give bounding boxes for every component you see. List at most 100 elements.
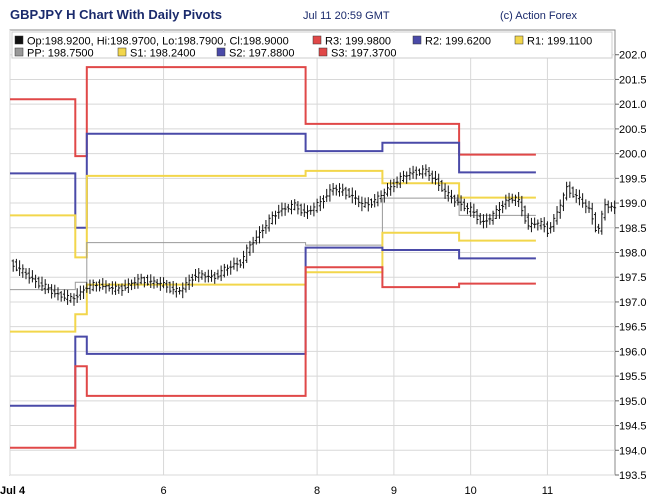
y-tick-label: 194.5 bbox=[619, 421, 647, 433]
ohlc-bar bbox=[98, 279, 102, 292]
ohlc-bar bbox=[43, 279, 47, 295]
y-tick-label: 201.5 bbox=[619, 74, 647, 86]
ohlc-bar bbox=[411, 165, 415, 179]
ohlc-bar bbox=[437, 173, 441, 191]
ohlc-bar bbox=[561, 192, 565, 212]
ohlc-bar bbox=[283, 202, 287, 216]
y-tick-label: 201.0 bbox=[619, 99, 647, 111]
price-bars bbox=[11, 164, 617, 306]
ohlc-bar bbox=[584, 199, 588, 214]
ohlc-bar bbox=[277, 204, 281, 219]
ohlc-bar bbox=[130, 279, 134, 291]
ohlc-bar bbox=[322, 195, 326, 209]
ohlc-bar bbox=[568, 181, 572, 198]
y-tick-label: 195.5 bbox=[619, 371, 647, 383]
ohlc-bar bbox=[162, 277, 166, 289]
ohlc-bar bbox=[11, 259, 15, 272]
ohlc-bar bbox=[75, 288, 79, 303]
ohlc-bar bbox=[251, 236, 255, 253]
ohlc-bar bbox=[478, 213, 482, 225]
ohlc-bar bbox=[139, 273, 143, 285]
ohlc-bar bbox=[270, 211, 274, 225]
legend-item: Op:198.9200, Hi:198.9700, Lo:198.7900, C… bbox=[14, 36, 289, 48]
ohlc-bar bbox=[341, 183, 345, 196]
ohlc-bar bbox=[37, 276, 41, 289]
ohlc-bar bbox=[373, 194, 377, 208]
ohlc-bar bbox=[72, 293, 76, 306]
ohlc-bar bbox=[302, 203, 306, 217]
ohlc-bar bbox=[465, 202, 469, 215]
ohlc-bar bbox=[344, 186, 348, 200]
ohlc-bar bbox=[593, 212, 597, 233]
ohlc-bar bbox=[360, 196, 364, 212]
ohlc-bar bbox=[101, 278, 105, 290]
legend-swatch bbox=[412, 35, 422, 45]
x-tick-label: 11 bbox=[542, 485, 553, 497]
ohlc-bar bbox=[290, 200, 294, 215]
legend: Op:198.9200, Hi:198.9700, Lo:198.7900, C… bbox=[11, 31, 613, 60]
ohlc-bar bbox=[235, 257, 239, 272]
ohlc-bar bbox=[408, 167, 412, 181]
legend-label: R2: 199.6200 bbox=[425, 36, 491, 48]
ohlc-bar bbox=[542, 217, 546, 233]
ohlc-bar bbox=[194, 268, 198, 281]
ohlc-bar bbox=[88, 279, 92, 294]
ohlc-bar bbox=[50, 284, 54, 299]
ohlc-bar bbox=[517, 192, 521, 208]
y-tick-label: 198.5 bbox=[619, 223, 647, 235]
legend-label: S3: 197.3700 bbox=[331, 48, 396, 60]
ohlc-bar bbox=[369, 198, 373, 208]
ohlc-bar bbox=[609, 202, 613, 212]
ohlc-bar bbox=[395, 176, 399, 189]
legend-label: R3: 199.9800 bbox=[325, 36, 391, 48]
ohlc-bar bbox=[536, 219, 540, 231]
ohlc-bar bbox=[603, 198, 607, 221]
ohlc-bar bbox=[213, 271, 217, 284]
ohlc-bar bbox=[331, 183, 335, 196]
legend-item: S1: 198.2400 bbox=[117, 48, 195, 60]
ohlc-bar bbox=[203, 271, 207, 283]
ohlc-bar bbox=[529, 217, 533, 233]
y-tick-label: 199.5 bbox=[619, 173, 647, 185]
ohlc-bar bbox=[254, 230, 258, 245]
ohlc-bar bbox=[238, 259, 242, 268]
ohlc-bar bbox=[581, 193, 585, 208]
ohlc-bar bbox=[296, 201, 300, 215]
y-tick-label: 193.5 bbox=[619, 470, 647, 482]
ohlc-bar bbox=[168, 281, 172, 294]
pivot-lines bbox=[10, 66, 536, 449]
legend-label: Op:198.9200, Hi:198.9700, Lo:198.7900, C… bbox=[27, 36, 289, 48]
ohlc-bar bbox=[385, 183, 389, 197]
ohlc-bar bbox=[446, 185, 450, 202]
legend-item: S3: 197.3700 bbox=[318, 48, 396, 60]
ohlc-bar bbox=[18, 260, 22, 276]
ohlc-bar bbox=[552, 213, 556, 232]
chart-title: GBPJPY H Chart With Daily Pivots bbox=[10, 7, 222, 22]
ohlc-bar bbox=[318, 195, 322, 212]
ohlc-bar bbox=[216, 269, 220, 280]
ohlc-bar bbox=[481, 214, 485, 229]
ohlc-bar bbox=[421, 165, 425, 179]
ohlc-bar bbox=[526, 213, 530, 230]
x-tick-label: Jul 4 bbox=[0, 485, 26, 497]
ohlc-bar bbox=[91, 279, 95, 292]
ohlc-bar bbox=[414, 166, 418, 180]
ohlc-bar bbox=[62, 289, 66, 302]
ohlc-bar bbox=[533, 217, 537, 229]
ohlc-bar bbox=[507, 192, 511, 207]
ohlc-bar bbox=[453, 194, 457, 207]
ohlc-bar bbox=[469, 202, 473, 217]
pivot-line-s3 bbox=[10, 266, 536, 449]
ohlc-bar bbox=[264, 219, 268, 234]
ohlc-bar bbox=[382, 188, 386, 203]
y-tick-label: 200.5 bbox=[619, 124, 647, 136]
ohlc-bar bbox=[504, 194, 508, 210]
ohlc-bar bbox=[456, 194, 460, 206]
y-tick-label: 197.5 bbox=[619, 272, 647, 284]
ohlc-bar bbox=[350, 187, 354, 204]
ohlc-bar bbox=[353, 190, 357, 205]
chart-credit: (c) Action Forex bbox=[500, 10, 578, 22]
ohlc-bar bbox=[146, 274, 150, 286]
y-axis-ticks: 193.5 194.0 194.5 195.0 195.5 196.0 196.5 197.0… bbox=[615, 50, 647, 482]
ohlc-bar bbox=[126, 278, 130, 294]
